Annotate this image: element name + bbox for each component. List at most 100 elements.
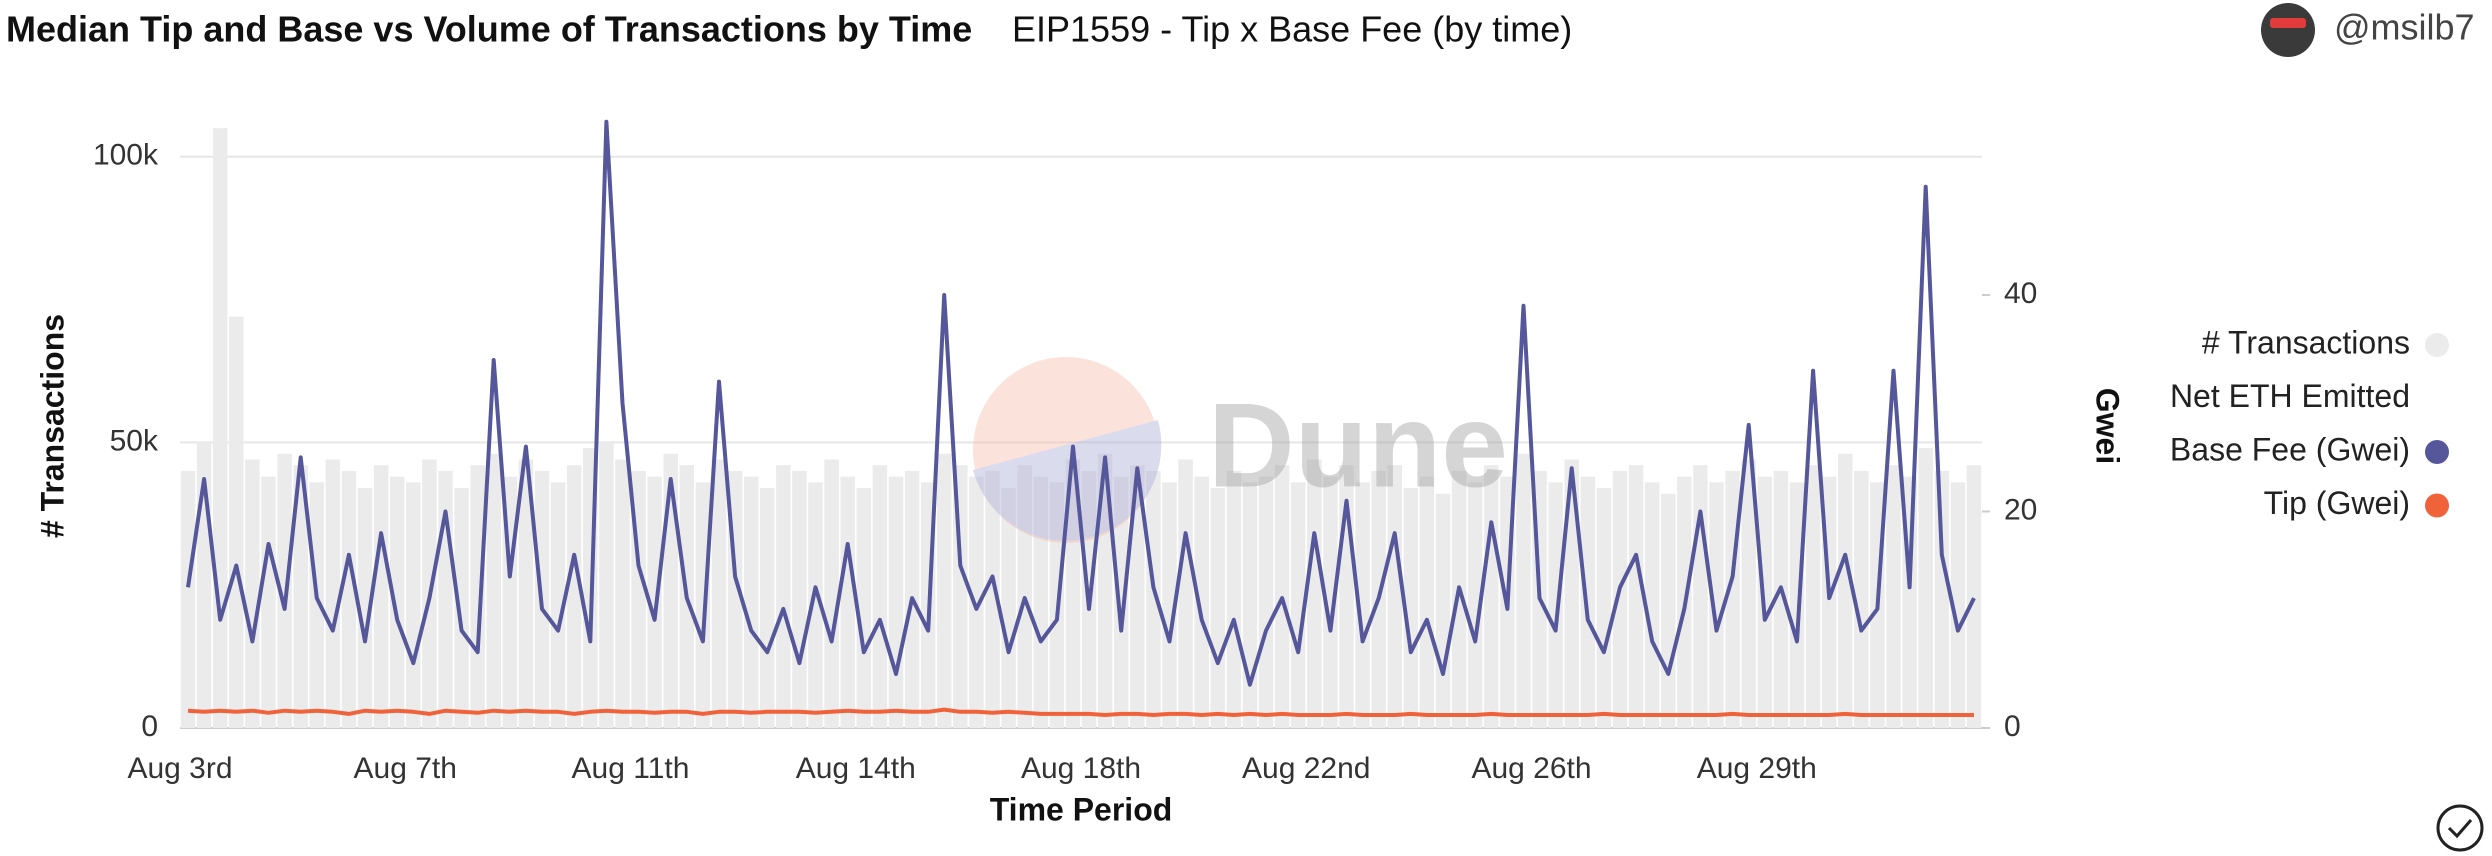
watermark-logo: [973, 357, 1159, 543]
line: [187, 707, 1974, 717]
y-tick-label: 100k: [93, 139, 159, 172]
legend-label: Base Fee (Gwei): [2170, 431, 2410, 467]
bar: [470, 465, 485, 728]
x-tick-label: Aug 22nd: [1242, 752, 1370, 785]
bar: [872, 465, 888, 728]
bar: [1242, 482, 1258, 728]
bar: [1950, 482, 1966, 728]
bar: [1966, 465, 1982, 728]
bar: [212, 128, 228, 728]
bar: [1162, 482, 1177, 728]
author: @msilb7: [2334, 7, 2475, 48]
bar: [1097, 453, 1113, 728]
x-tick-label: Aug 3rd: [127, 752, 232, 785]
legend-label: Tip (Gwei): [2264, 485, 2410, 521]
bar: [1886, 465, 1901, 728]
bar: [1789, 482, 1805, 728]
bar: [760, 488, 775, 728]
bar: [743, 476, 759, 728]
bar: [1564, 459, 1579, 728]
bar: [357, 488, 373, 728]
bar: [1451, 470, 1467, 728]
bar: [1435, 493, 1451, 728]
bar: [438, 470, 453, 728]
bar: [1644, 482, 1660, 728]
bar: [1741, 459, 1756, 728]
bar: [1387, 465, 1402, 728]
bar: [1178, 459, 1193, 728]
bar: [1065, 459, 1081, 728]
legend-label: Net ETH Emitted: [2170, 378, 2410, 414]
bar: [1854, 470, 1869, 728]
bar: [1918, 448, 1933, 728]
bar: [985, 470, 1000, 728]
avatar: [2261, 3, 2315, 57]
bar: [1226, 470, 1242, 728]
line: [186, 119, 1976, 687]
bar: [1773, 470, 1789, 728]
bar: [1693, 465, 1708, 728]
bar: [566, 465, 582, 728]
bar: [1258, 476, 1274, 728]
y-tick-label: 0: [141, 710, 158, 743]
bar: [888, 476, 904, 728]
bar: [454, 488, 469, 728]
bar: [180, 470, 196, 728]
chart-subtitle: EIP1559 - Tip x Base Fee (by time): [1012, 9, 1572, 50]
watermark: Dune: [973, 357, 1508, 543]
y2-tick-label: 40: [2004, 277, 2037, 310]
bar: [1596, 488, 1612, 728]
done-icon[interactable]: [2436, 804, 2484, 852]
bar: [1467, 482, 1483, 728]
bar: [325, 459, 341, 728]
bar: [245, 459, 260, 728]
bar: [615, 459, 630, 728]
avatar-detail: [2270, 18, 2306, 28]
bar: [792, 470, 807, 728]
bar: [261, 476, 276, 728]
bar: [229, 316, 244, 728]
bar: [1113, 476, 1129, 728]
bar: [1612, 470, 1628, 728]
watermark-text: Dune: [1208, 379, 1508, 513]
bar: [711, 459, 727, 728]
bar: [293, 465, 308, 728]
bar: [1805, 465, 1821, 728]
x-axis-label: Time Period: [990, 791, 1173, 827]
bar: [1130, 465, 1145, 728]
bar: [1290, 482, 1306, 728]
bar: [518, 459, 534, 728]
bar: [856, 488, 872, 728]
legend-swatch: [2425, 333, 2449, 357]
x-tick-label: Aug 29th: [1697, 752, 1817, 785]
legend-swatch: [2425, 493, 2449, 518]
bar: [937, 453, 952, 728]
bar: [1628, 465, 1644, 728]
bar: [808, 482, 823, 728]
bar: [486, 453, 501, 728]
x-tick-label: Aug 18th: [1021, 752, 1141, 785]
y-tick-label: 50k: [110, 424, 159, 457]
chart-title: Median Tip and Base vs Volume of Transac…: [6, 9, 972, 50]
bar: [840, 476, 855, 728]
bar: [599, 442, 614, 728]
x-tick-label: Aug 26th: [1471, 752, 1591, 785]
bar: [1934, 470, 1950, 728]
bar: [1661, 493, 1676, 728]
bar: [1146, 470, 1161, 728]
plot-back: [180, 128, 1990, 729]
bar: [1210, 488, 1225, 728]
bar: [389, 476, 405, 728]
bar: [1709, 482, 1724, 728]
bar: [341, 470, 357, 728]
bar: [373, 465, 389, 728]
bar: [550, 482, 566, 728]
x-tick-label: Aug 11th: [572, 752, 690, 785]
legend-label: # Transactions: [2202, 324, 2410, 360]
legend-swatch: [2425, 440, 2449, 464]
y2-tick-label: 20: [2004, 493, 2037, 526]
bar: [406, 482, 421, 728]
bar: [1838, 453, 1853, 728]
bar: [1355, 482, 1370, 728]
x-tick-label: Aug 7th: [354, 752, 457, 785]
